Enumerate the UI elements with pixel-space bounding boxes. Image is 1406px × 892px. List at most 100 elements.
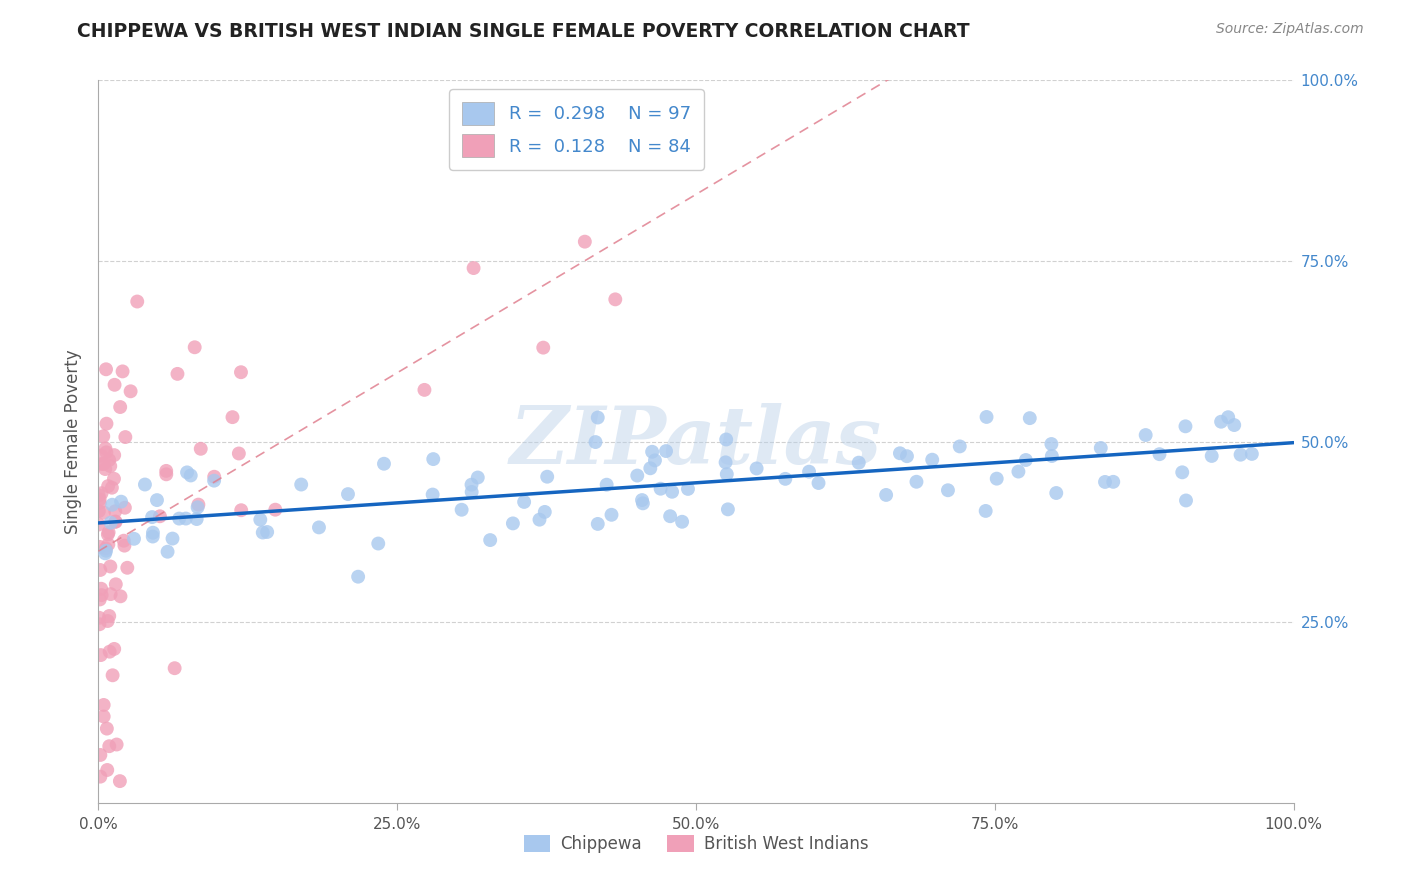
- Point: [120, 384, 142, 399]
- Point: [149, 509, 172, 524]
- Point: [114, 539, 136, 553]
- Point: [202, 474, 225, 488]
- Point: [641, 444, 664, 458]
- Point: [586, 516, 609, 531]
- Point: [676, 482, 699, 496]
- Point: [134, 477, 156, 491]
- Point: [714, 455, 737, 469]
- Point: [90, 588, 112, 602]
- Point: [661, 484, 683, 499]
- Point: [605, 293, 627, 307]
- Point: [529, 513, 551, 527]
- Point: [89, 492, 111, 507]
- Point: [308, 520, 330, 534]
- Point: [98, 453, 121, 467]
- Point: [98, 559, 121, 574]
- Point: [94, 546, 117, 560]
- Point: [536, 469, 558, 483]
- Point: [93, 698, 115, 712]
- Point: [89, 747, 111, 762]
- Point: [1007, 465, 1029, 479]
- Point: [103, 472, 125, 486]
- Point: [100, 516, 122, 530]
- Point: [122, 532, 145, 546]
- Point: [463, 261, 485, 276]
- Point: [1201, 449, 1223, 463]
- Point: [479, 533, 502, 547]
- Point: [97, 537, 120, 551]
- Point: [631, 496, 654, 510]
- Point: [905, 475, 928, 489]
- Point: [155, 467, 177, 482]
- Point: [807, 475, 830, 490]
- Point: [183, 340, 205, 354]
- Point: [1229, 448, 1251, 462]
- Point: [228, 446, 250, 460]
- Point: [98, 609, 121, 624]
- Point: [110, 494, 132, 508]
- Point: [89, 563, 111, 577]
- Point: [921, 452, 943, 467]
- Point: [775, 472, 797, 486]
- Point: [422, 452, 444, 467]
- Point: [96, 722, 118, 736]
- Point: [180, 468, 202, 483]
- Point: [949, 439, 972, 453]
- Point: [1171, 466, 1194, 480]
- Point: [90, 648, 112, 662]
- Point: [1218, 410, 1240, 425]
- Text: ZIPatlas: ZIPatlas: [510, 403, 882, 480]
- Point: [93, 457, 115, 471]
- Point: [986, 472, 1008, 486]
- Point: [103, 377, 125, 392]
- Point: [202, 469, 225, 483]
- Point: [745, 461, 768, 475]
- Point: [105, 738, 128, 752]
- Point: [110, 590, 132, 604]
- Point: [97, 527, 120, 541]
- Point: [347, 570, 370, 584]
- Point: [1211, 415, 1233, 429]
- Point: [104, 515, 127, 529]
- Point: [166, 367, 188, 381]
- Point: [659, 509, 682, 524]
- Y-axis label: Single Female Poverty: Single Female Poverty: [65, 350, 83, 533]
- Point: [976, 409, 998, 424]
- Point: [1102, 475, 1125, 489]
- Point: [1040, 437, 1063, 451]
- Point: [585, 435, 607, 450]
- Point: [450, 502, 472, 516]
- Point: [104, 504, 127, 518]
- Point: [103, 448, 125, 462]
- Point: [290, 477, 312, 491]
- Point: [875, 488, 897, 502]
- Point: [93, 709, 115, 723]
- Point: [114, 430, 136, 444]
- Point: [101, 498, 124, 512]
- Point: [974, 504, 997, 518]
- Point: [89, 540, 111, 554]
- Point: [104, 515, 127, 529]
- Point: [87, 488, 110, 502]
- Point: [229, 365, 252, 379]
- Point: [797, 465, 820, 479]
- Text: Source: ZipAtlas.com: Source: ZipAtlas.com: [1216, 22, 1364, 37]
- Point: [89, 770, 111, 784]
- Point: [94, 442, 117, 456]
- Point: [1149, 447, 1171, 461]
- Point: [90, 582, 112, 596]
- Point: [186, 512, 208, 526]
- Point: [142, 525, 165, 540]
- Point: [112, 533, 135, 548]
- Point: [231, 503, 253, 517]
- Point: [533, 505, 555, 519]
- Text: CHIPPEWA VS BRITISH WEST INDIAN SINGLE FEMALE POVERTY CORRELATION CHART: CHIPPEWA VS BRITISH WEST INDIAN SINGLE F…: [77, 22, 970, 41]
- Point: [1018, 411, 1040, 425]
- Point: [146, 493, 169, 508]
- Point: [595, 477, 617, 491]
- Point: [93, 506, 115, 520]
- Point: [626, 468, 648, 483]
- Point: [127, 294, 149, 309]
- Point: [1135, 428, 1157, 442]
- Point: [1045, 486, 1067, 500]
